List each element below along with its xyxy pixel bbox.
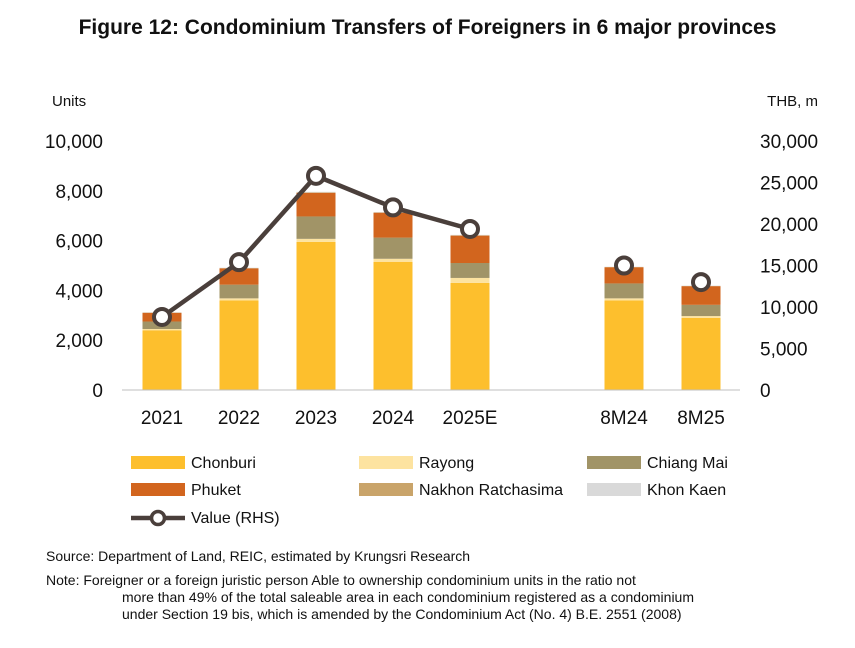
legend-label: Khon Kaen <box>647 482 726 499</box>
source-text: Source: Department of Land, REIC, estima… <box>46 548 471 564</box>
y-tick-left-label: 8,000 <box>55 182 103 203</box>
legend-marker-swatch <box>149 509 167 527</box>
bar-segment <box>681 317 721 390</box>
legend-swatch <box>359 456 413 469</box>
x-tick-label: 2025E <box>443 408 498 429</box>
legend-swatch <box>587 456 641 469</box>
legend-label: Rayong <box>419 455 474 472</box>
bar-segment <box>604 298 644 301</box>
bar-segment <box>219 300 259 390</box>
legend-swatch <box>359 483 413 496</box>
value-marker <box>691 272 711 293</box>
x-tick-label: 2024 <box>372 408 415 429</box>
bar-segment <box>450 282 490 390</box>
note-line-2: more than 49% of the total saleable area… <box>122 589 694 605</box>
y-tick-right-label: 15,000 <box>760 257 818 278</box>
legend-label: Chiang Mai <box>647 455 728 472</box>
y-axis-right-label: THB, m <box>767 93 818 110</box>
value-marker <box>383 197 403 218</box>
bar-segment <box>681 316 721 318</box>
y-tick-right-label: 20,000 <box>760 215 818 236</box>
bar-segment <box>604 283 644 299</box>
bar-segment <box>373 258 413 262</box>
x-tick-label: 2021 <box>141 408 183 429</box>
y-tick-left-label: 6,000 <box>55 232 103 253</box>
note-line-3: under Section 19 bis, which is amended b… <box>122 606 682 622</box>
bar-segment <box>373 237 413 259</box>
bar-segment <box>219 284 259 299</box>
value-marker <box>229 252 249 273</box>
legend-swatch <box>131 456 185 469</box>
y-tick-left-label: 2,000 <box>55 331 103 352</box>
legend-swatch <box>587 483 641 496</box>
bar-segment <box>219 298 259 301</box>
bar-segment <box>142 328 182 331</box>
y-tick-right-label: 30,000 <box>760 132 818 153</box>
legend-swatch <box>131 483 185 496</box>
value-marker <box>306 165 326 186</box>
bar-segment <box>219 268 259 285</box>
y-tick-left-label: 0 <box>92 381 103 402</box>
bar-segment <box>296 238 336 242</box>
bar-segment <box>450 235 490 264</box>
bar-segment <box>296 216 336 239</box>
y-tick-right-label: 10,000 <box>760 298 818 319</box>
y-axis-left-label: Units <box>52 93 86 110</box>
bar-segment <box>373 261 413 390</box>
bar-segment <box>296 192 336 217</box>
note-text: Note: Foreigner or a foreign juristic pe… <box>46 572 694 623</box>
value-marker <box>152 306 172 327</box>
value-marker <box>460 218 480 239</box>
legend-label: Phuket <box>191 482 241 499</box>
y-tick-left-label: 4,000 <box>55 281 103 302</box>
bar-segment <box>604 300 644 390</box>
x-tick-label: 2022 <box>218 408 260 429</box>
y-tick-right-label: 25,000 <box>760 174 818 195</box>
bar-segment <box>450 277 490 283</box>
chart-title: Figure 12: Condominium Transfers of Fore… <box>78 16 777 39</box>
bar-segment <box>450 263 490 278</box>
y-tick-right-label: 5,000 <box>760 340 808 361</box>
legend-label: Value (RHS) <box>191 510 280 527</box>
bar-segment <box>681 304 721 317</box>
bar-segment <box>142 330 182 390</box>
x-tick-label: 2023 <box>295 408 337 429</box>
bar-segment <box>681 286 721 305</box>
y-tick-right-label: 0 <box>760 381 771 402</box>
note-line-1: Note: Foreigner or a foreign juristic pe… <box>46 572 636 588</box>
x-tick-label: 8M25 <box>677 408 725 429</box>
legend-label: Nakhon Ratchasima <box>419 482 563 499</box>
bar-segment <box>296 241 336 390</box>
value-marker <box>614 255 634 276</box>
chart-canvas: Units THB, m 0 2,000 4,000 6,000 8,000 10,000 0 5… <box>45 93 818 527</box>
x-tick-label: 8M24 <box>600 408 648 429</box>
legend-label: Chonburi <box>191 455 256 472</box>
y-tick-left-label: 10,000 <box>45 132 103 153</box>
